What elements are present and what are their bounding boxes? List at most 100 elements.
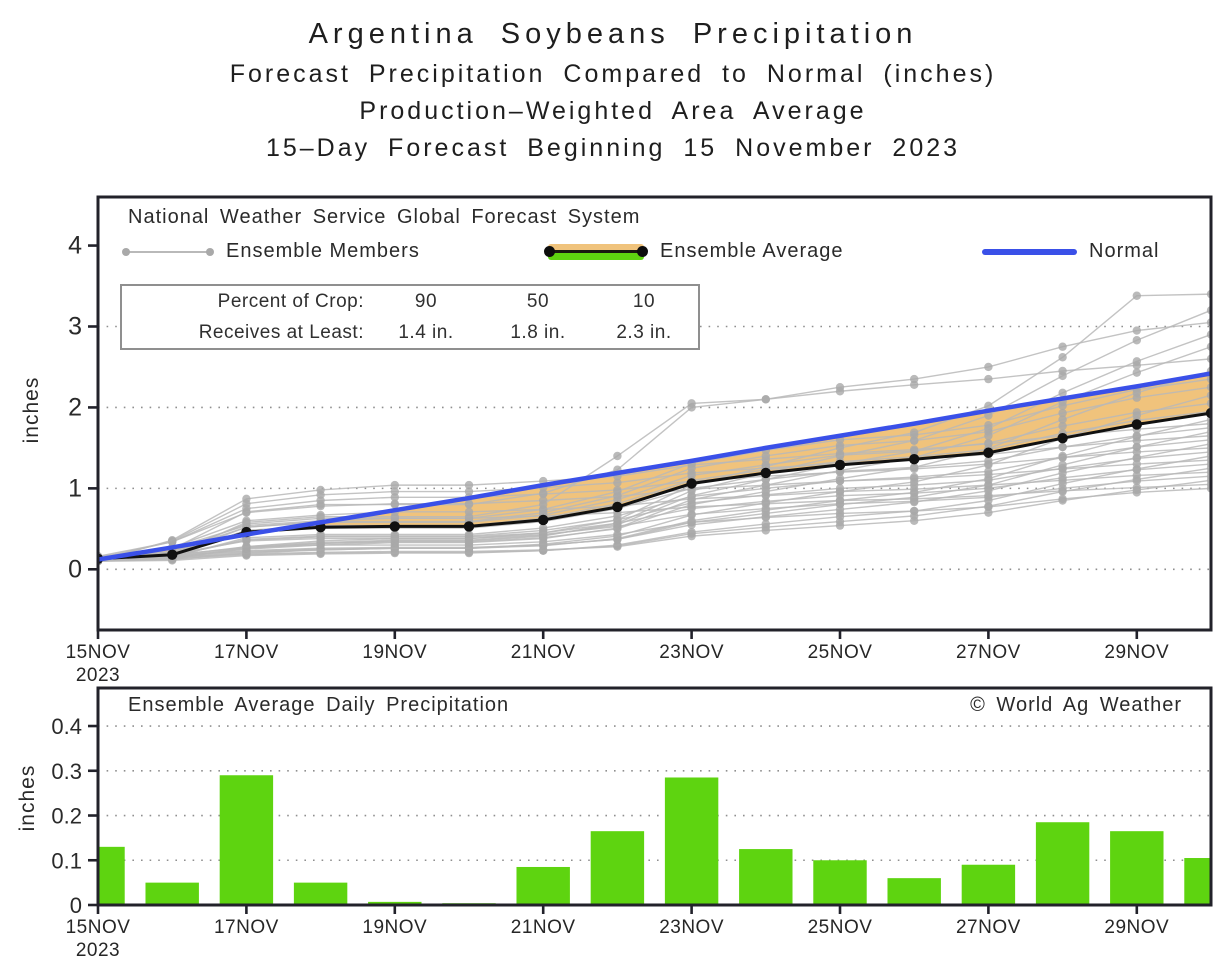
ensemble-member-line — [98, 479, 1211, 559]
ensemble-member-dot — [1058, 487, 1067, 496]
subtitle-1: Forecast Precipitation Compared to Norma… — [229, 60, 997, 88]
ensemble-member-dot — [761, 487, 770, 496]
ensemble-member-dot — [464, 480, 474, 490]
x-tick-label: 15NOV — [66, 917, 131, 938]
ensemble-member-dot — [984, 508, 993, 517]
ensemble-average-dot — [686, 478, 697, 489]
ensemble-member-dot — [1058, 479, 1067, 488]
ensemble-member-dot — [687, 510, 696, 520]
legend-label-normal: Normal — [1089, 240, 1160, 262]
y-tick-label: 4 — [68, 232, 82, 260]
y-tick-label: 0 — [70, 893, 82, 918]
ensemble-member-dot — [1058, 342, 1067, 351]
ensemble-member-dot — [835, 382, 845, 392]
y-tick-label: 1 — [68, 474, 82, 502]
ensemble-member-dot — [984, 374, 993, 384]
daily-precip-bar — [219, 775, 274, 905]
legend: Ensemble Members Ensemble Average Normal — [120, 240, 1205, 262]
ensemble-member-dot — [761, 519, 770, 529]
ensemble-member-dot — [1132, 475, 1142, 484]
legend-label-members: Ensemble Members — [226, 240, 420, 262]
title-block: Argentina Soybeans Precipitation Forecas… — [0, 12, 1226, 167]
ensemble-average-dot — [983, 447, 994, 458]
x-tick-label: 29NOV — [1104, 917, 1169, 938]
ensemble-member-dot — [1132, 432, 1142, 441]
ensemble-member-dot — [1058, 451, 1067, 461]
ensemble-average-swatch-icon — [544, 243, 648, 260]
x-tick-label: 25NOV — [808, 917, 873, 938]
ensemble-average-dot — [463, 521, 475, 532]
amount-10: 2.3 in. — [616, 321, 672, 343]
ensemble-member-dot — [761, 395, 770, 404]
daily-precip-bar — [145, 882, 199, 905]
ensemble-member-dot — [613, 487, 622, 496]
ensemble-member-dot — [316, 500, 325, 509]
ensemble-member-dot — [1132, 368, 1142, 377]
ensemble-member-dot — [613, 515, 622, 525]
y-tick-label: 0 — [68, 555, 82, 583]
ensemble-member-dot — [1132, 336, 1142, 345]
ensemble-member-dot — [910, 428, 919, 437]
daily-precip-bar — [368, 901, 422, 905]
x-tick-label: 17NOV — [214, 917, 279, 938]
ensemble-member-line — [98, 467, 1211, 561]
daily-precip-bar — [887, 878, 941, 905]
ensemble-member-line — [98, 447, 1211, 559]
bottom-chart-title: Ensemble Average Daily Precipitation — [128, 694, 510, 716]
ensemble-member-line — [98, 451, 1211, 561]
ensemble-member-line — [98, 443, 1211, 558]
x-tick-label: 19NOV — [362, 917, 427, 938]
ensemble-member-line — [98, 386, 1211, 561]
daily-precip-bar — [664, 777, 719, 905]
percent-of-crop-box: Percent of Crop: 90 50 10 Receives at Le… — [120, 284, 700, 350]
ensemble-member-dot — [1058, 468, 1067, 478]
subtitle-3: 15–Day Forecast Beginning 15 November 20… — [265, 134, 961, 162]
ensemble-average-dot — [1057, 432, 1068, 444]
ensemble-member-dot — [316, 512, 325, 521]
ensemble-member-dot — [464, 487, 474, 496]
ensemble-member-dot — [613, 478, 622, 487]
ensemble-member-dot — [316, 536, 325, 546]
model-name-label: National Weather Service Global Forecast… — [128, 206, 641, 228]
ensemble-member-dot — [390, 534, 399, 543]
ensemble-member-dot — [539, 500, 548, 509]
ensemble-member-dot — [687, 527, 696, 537]
legend-item-ensemble-members: Ensemble Members — [122, 240, 420, 263]
ensemble-member-dot — [984, 411, 993, 420]
normal-line — [98, 371, 1211, 562]
amount-50: 1.8 in. — [510, 321, 566, 343]
ensemble-member-line — [98, 463, 1211, 559]
x-tick-label: 23NOV — [659, 642, 724, 663]
copyright-label: © World Ag Weather — [970, 694, 1182, 716]
ensemble-member-dot — [984, 401, 993, 411]
ensemble-average-dot — [167, 549, 178, 560]
ensemble-member-line — [98, 309, 1211, 562]
ensemble-member-dot — [910, 506, 919, 516]
ensemble-member-dot — [242, 518, 251, 527]
ensemble-member-line — [98, 394, 1211, 562]
pct-50: 50 — [526, 290, 550, 312]
ensemble-member-dot — [1132, 453, 1142, 462]
daily-precip-bar — [98, 846, 125, 905]
y-tick-label: 0.4 — [51, 714, 82, 739]
y-tick-label: 0.3 — [51, 759, 82, 784]
ensemble-member-dot — [761, 498, 770, 508]
ensemble-member-line — [98, 293, 1211, 561]
ensemble-member-dot — [910, 463, 919, 472]
ensemble-member-dot — [1132, 442, 1142, 452]
ensemble-member-line — [98, 422, 1211, 562]
ensemble-average-dot — [1131, 419, 1143, 430]
ensemble-member-dot — [984, 467, 993, 476]
ensemble-member-dot — [1058, 415, 1067, 424]
ensemble-member-line — [98, 439, 1211, 562]
x-tick-label: 21NOV — [511, 642, 576, 663]
daily-precip-bar — [516, 866, 570, 905]
ensemble-member-dot — [910, 436, 919, 445]
ensemble-average-dot — [538, 514, 549, 526]
ensemble-member-line — [98, 431, 1211, 559]
ensemble-member-dot — [984, 460, 993, 470]
amount-90: 1.4 in. — [398, 321, 454, 343]
ensemble-member-dot — [984, 474, 993, 483]
page-title: Argentina Soybeans Precipitation — [308, 18, 918, 50]
